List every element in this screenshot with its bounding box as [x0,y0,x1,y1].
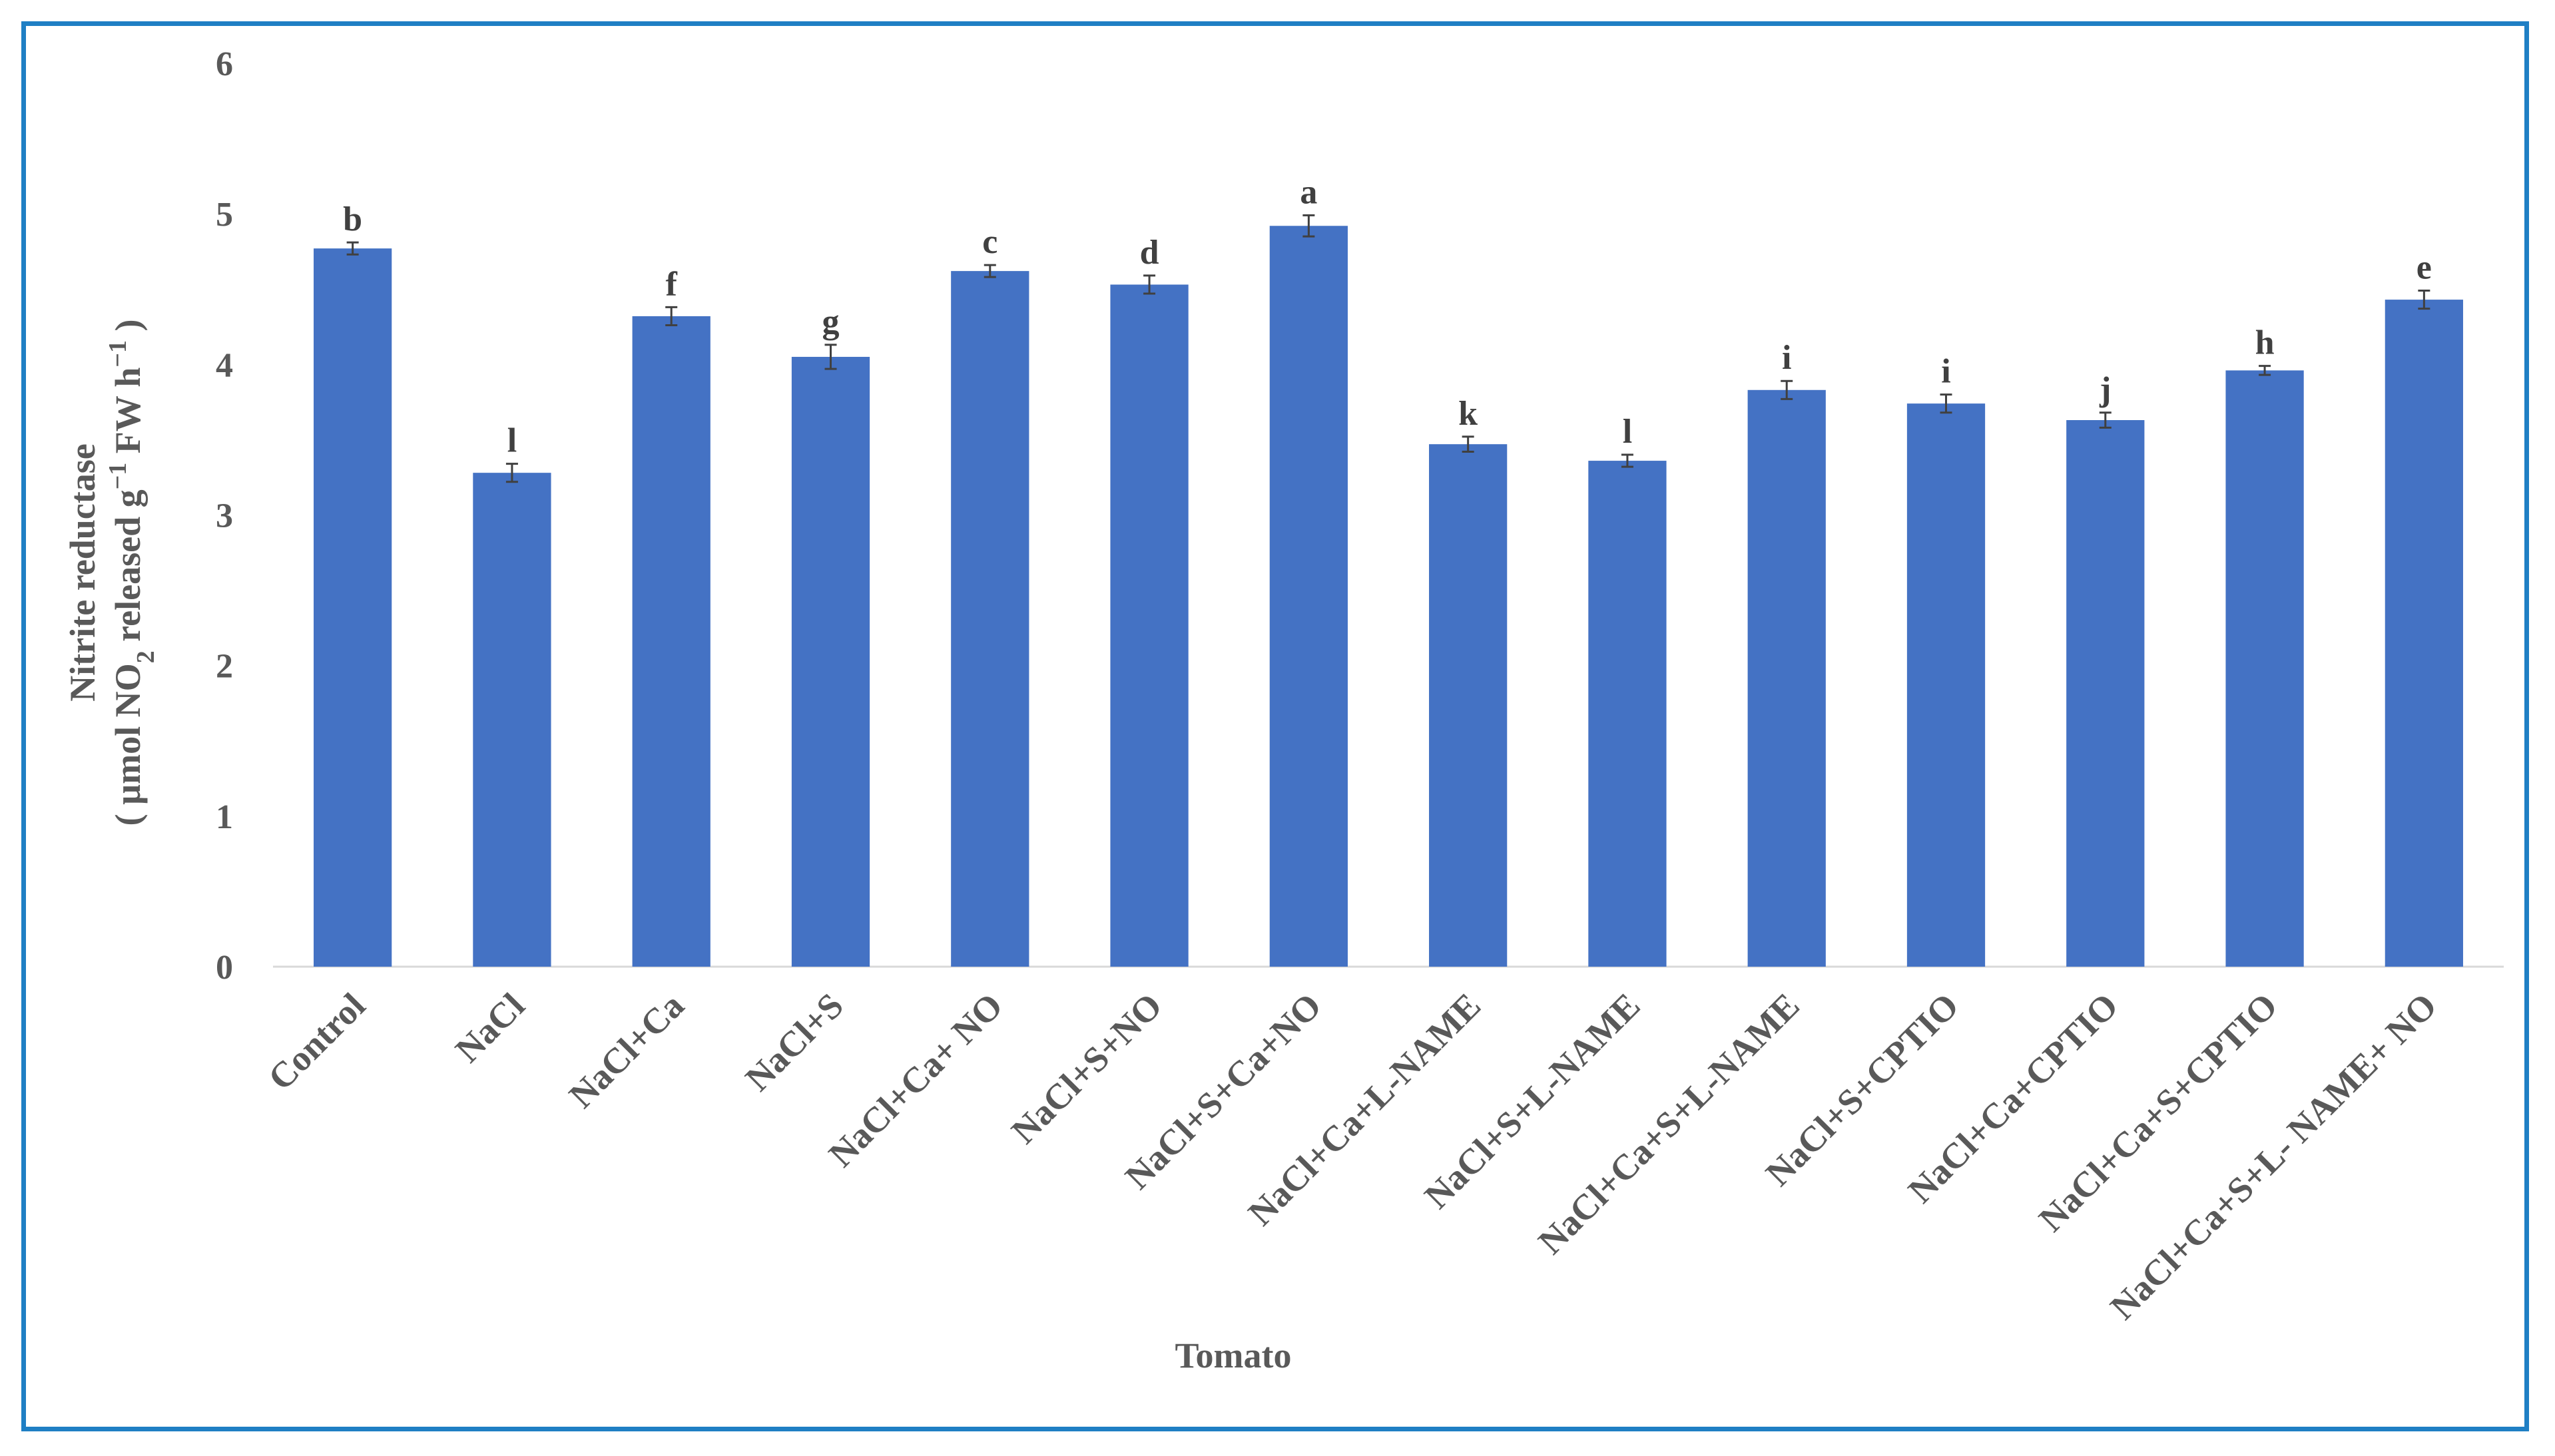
x-axis-title: Tomato [1175,1335,1291,1375]
error-bar [1143,274,1156,295]
significance-label: e [2416,249,2432,287]
significance-label: a [1300,173,1317,211]
y-tick-label: 3 [216,497,233,535]
bar [951,271,1029,967]
significance-label: f [666,265,678,303]
y-tick-label: 2 [216,648,233,686]
y-tick-label: 4 [216,346,233,384]
bar [1269,226,1348,967]
error-bar [1302,214,1315,238]
error-bar [1940,393,1952,414]
bar [473,473,551,967]
category-label: NaCl+Ca [561,985,692,1116]
category-label: NaCl+Ca+S+L-NAME [1530,985,1807,1262]
y-axis-title-line2: ( µmol NO2 released g−1 FW h−1 ) [104,320,160,826]
significance-label: c [982,223,997,261]
significance-label: i [1782,339,1791,377]
error-bar [2099,411,2112,429]
error-bar [1781,379,1793,400]
y-tick-label: 5 [216,196,233,234]
significance-label: l [1623,413,1632,451]
significance-label: k [1458,395,1478,433]
error-bar [1462,435,1474,453]
significance-label: j [2099,371,2111,409]
error-bar [505,463,518,483]
bars-group [314,226,2463,967]
bar [791,357,870,967]
bar [2385,300,2463,967]
category-label: NaCl+S [738,985,851,1098]
bar [1588,461,1667,967]
error-bar [665,306,678,327]
error-bars-group [346,214,2430,483]
significance-label: h [2255,324,2275,362]
error-bar [824,344,837,370]
bar [314,248,392,967]
significance-label: l [507,422,517,460]
significance-label: g [822,303,840,341]
bar [1906,403,1986,967]
error-bar [2259,365,2271,376]
error-bar [2418,290,2430,310]
significance-label: d [1140,234,1159,272]
significance-label: b [343,200,362,238]
error-bar [984,264,996,278]
significance-labels-group: b l f g c d a k l i i j h e [343,173,2432,459]
y-tick-label: 6 [216,45,233,83]
bar [1110,284,1189,967]
error-bar [346,241,359,256]
y-tick-label: 0 [216,949,233,987]
bar [632,316,710,967]
error-bar [1621,453,1633,468]
y-axis-title: Nitrite reductase ( µmol NO2 released g−… [63,320,160,826]
y-tick-label: 1 [216,798,233,836]
y-axis-title-line1: Nitrite reductase [63,443,103,701]
bar [1429,444,1508,967]
category-label: Control [260,985,373,1098]
category-label: NaCl [447,985,532,1070]
significance-label: i [1941,353,1950,391]
bar [1747,389,1826,967]
bar [2066,420,2145,967]
category-label: NaCl+S+NO [1003,985,1169,1151]
category-label: NaCl+Ca+S+L- NAME+ NO [2102,985,2444,1327]
bar [2225,370,2304,967]
y-axis-ticks: 0 1 2 3 4 5 6 [216,45,233,987]
